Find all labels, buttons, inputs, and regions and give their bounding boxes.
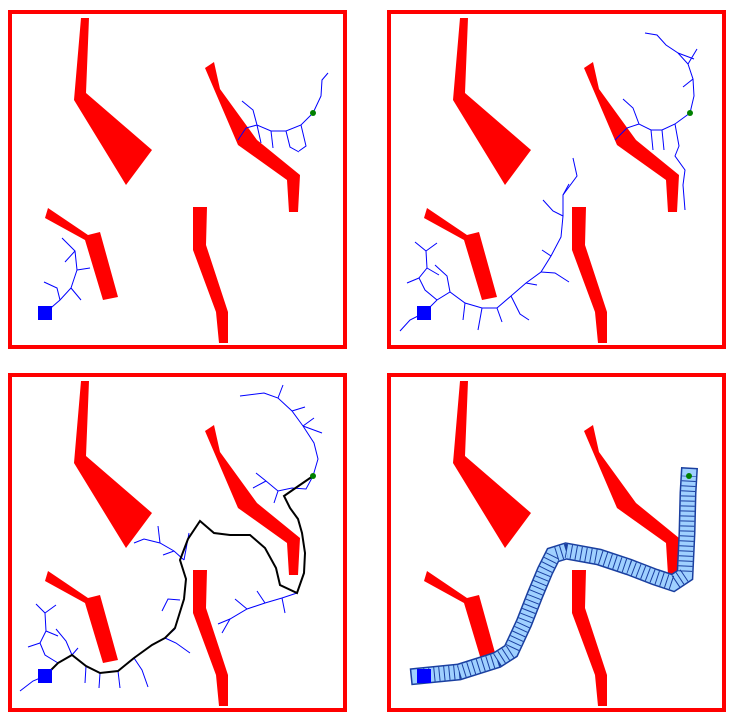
goal-marker xyxy=(310,110,316,116)
swept-path xyxy=(409,467,698,686)
goal-marker xyxy=(687,110,693,116)
goal-tree xyxy=(614,32,698,211)
solution-path xyxy=(44,475,314,677)
start-marker xyxy=(417,306,431,320)
panel-2 xyxy=(387,10,726,349)
goal-marker xyxy=(310,473,316,479)
goal-marker xyxy=(686,473,692,479)
panel-3 xyxy=(8,373,347,712)
start-tree xyxy=(43,237,91,314)
start-tree xyxy=(399,157,578,332)
start-marker xyxy=(38,306,52,320)
start-marker xyxy=(38,669,52,683)
panel-4 xyxy=(387,373,726,712)
goal-tree xyxy=(237,72,329,153)
panel-1 xyxy=(8,10,347,349)
start-marker xyxy=(417,669,431,683)
